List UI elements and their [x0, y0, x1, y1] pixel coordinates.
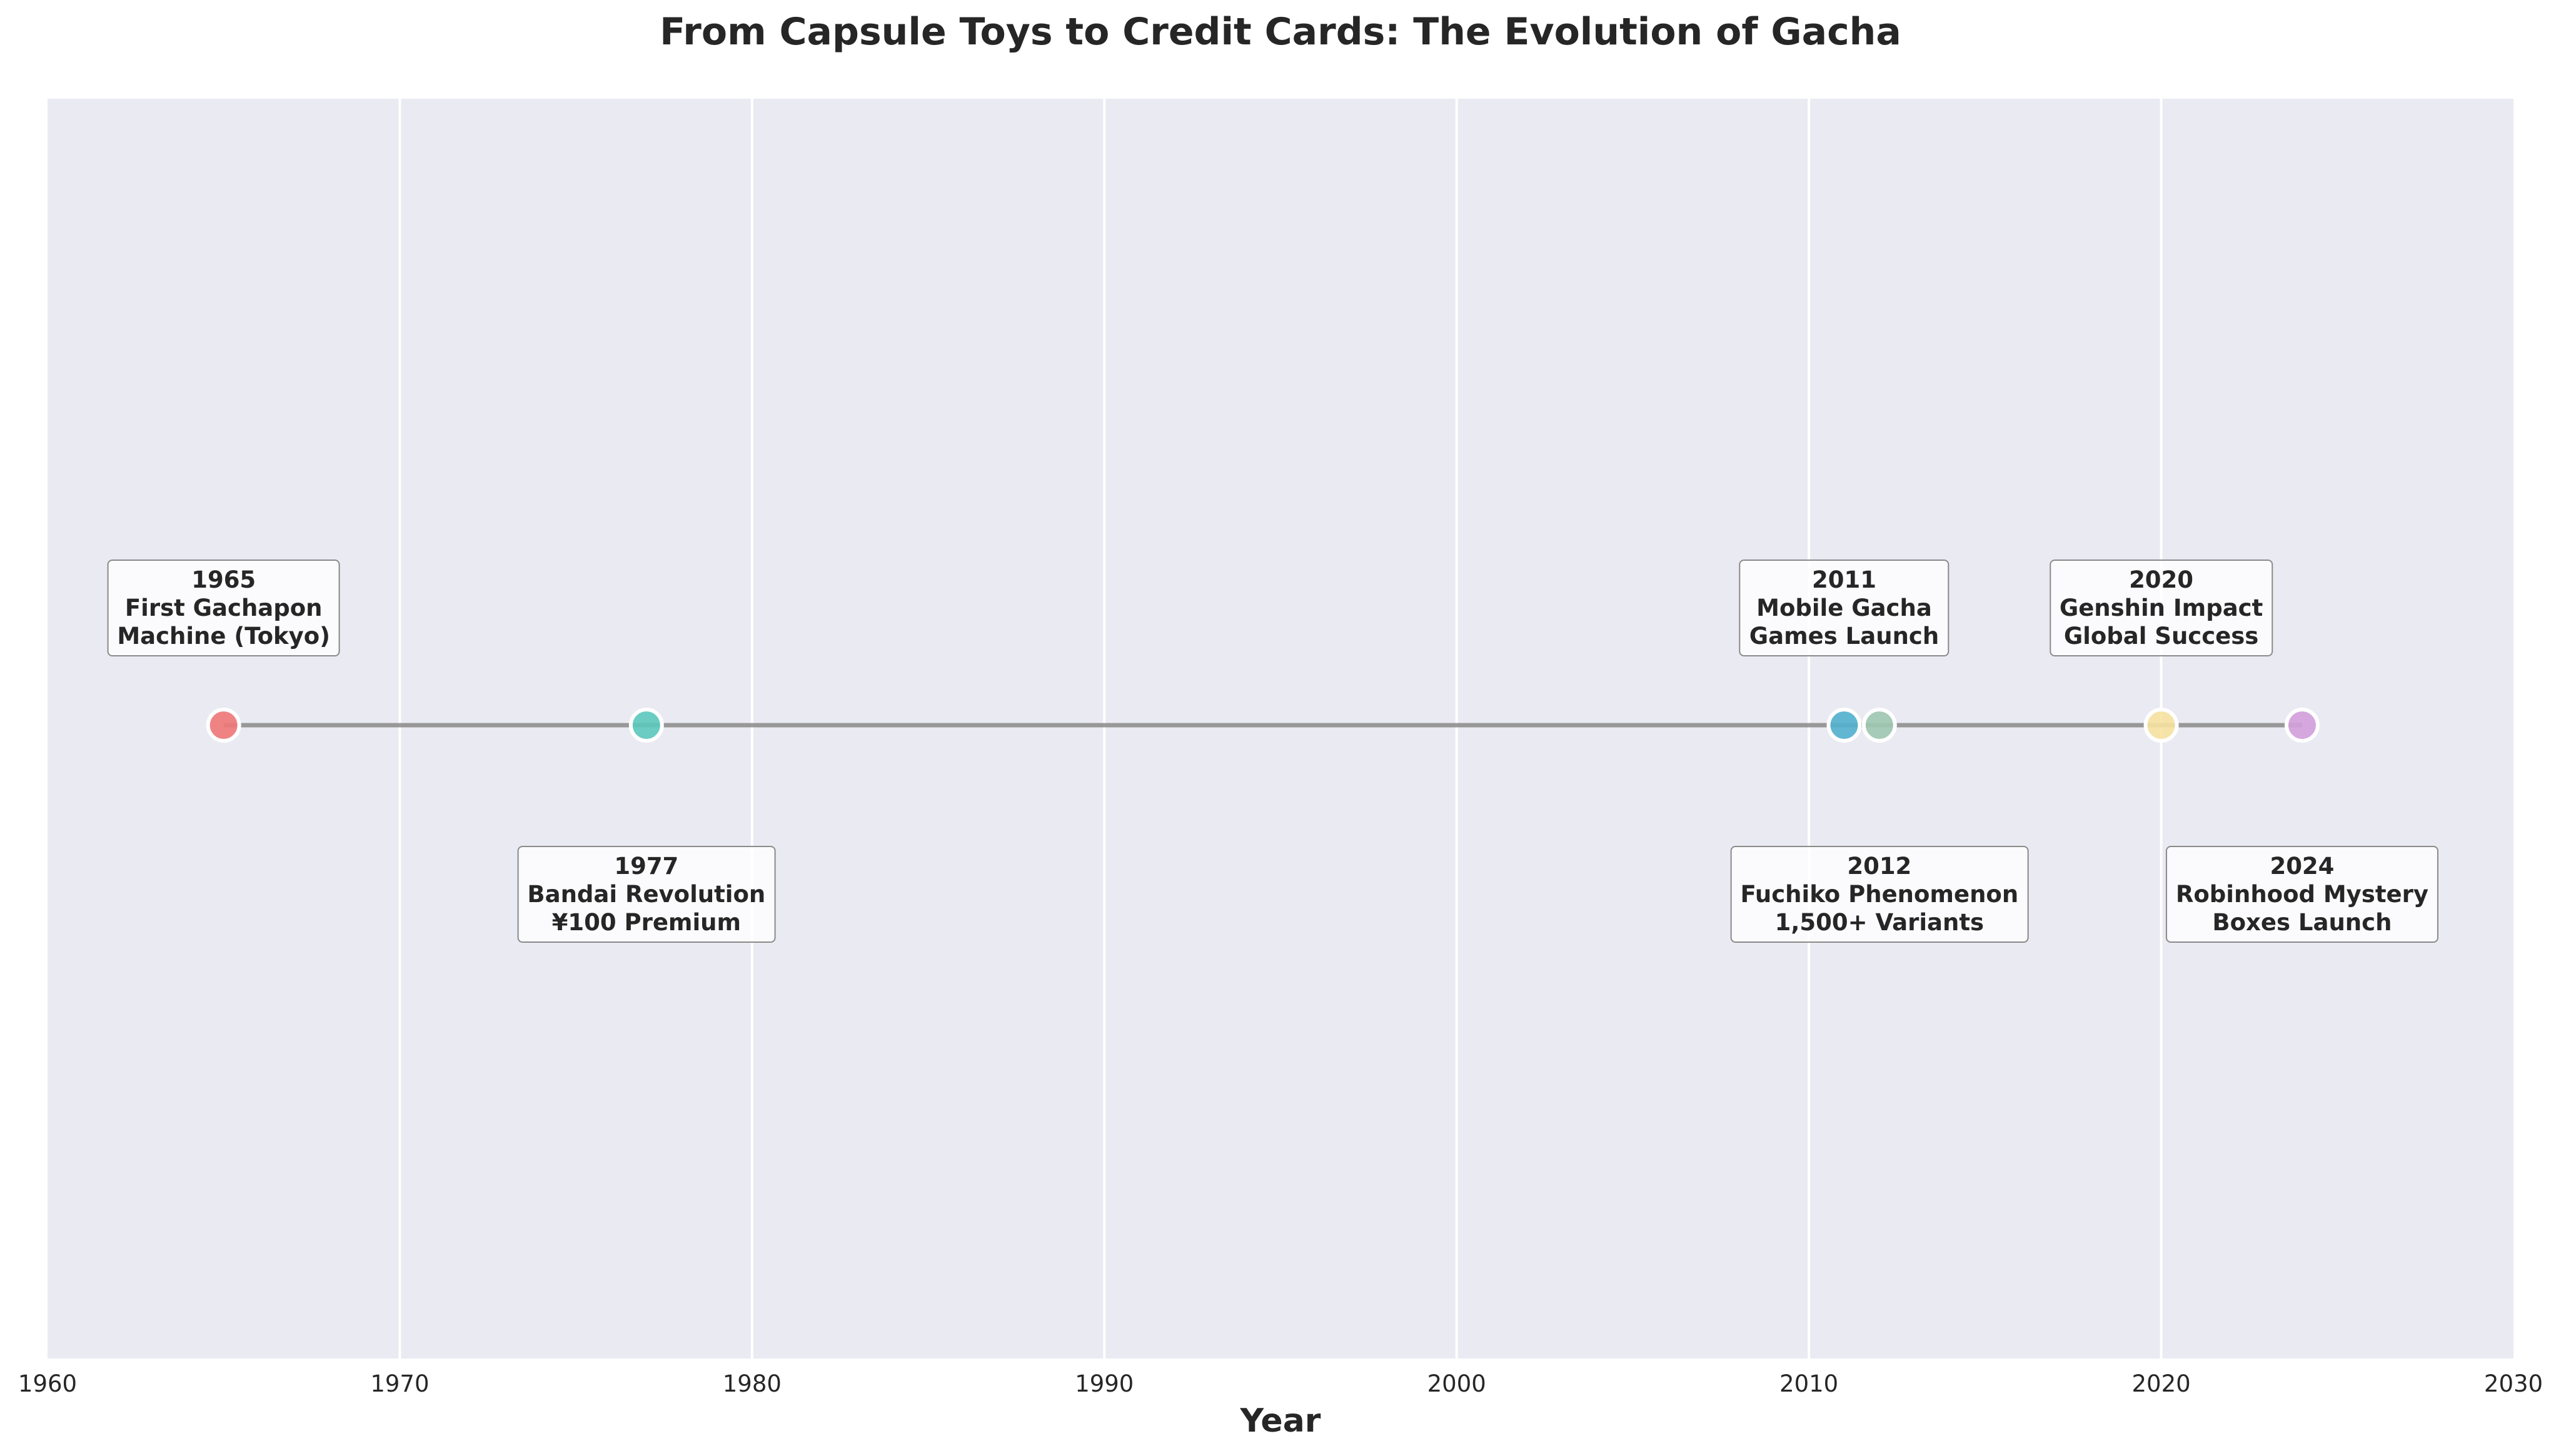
event-description-line: Bandai Revolution [527, 881, 766, 908]
x-axis-label: Year [1240, 1402, 1321, 1440]
event-annotation-1977: 1977 Bandai Revolution ¥100 Premium [517, 846, 776, 943]
event-annotation-2024: 2024 Robinhood Mystery Boxes Launch [2165, 846, 2438, 943]
x-tick-label: 1960 [18, 1370, 77, 1397]
event-annotation-2011: 2011 Mobile Gacha Games Launch [1739, 560, 1950, 656]
chart-title: From Capsule Toys to Credit Cards: The E… [660, 10, 1901, 54]
x-tick-label: 2020 [2131, 1370, 2190, 1397]
event-description-line: 1,500+ Variants [1774, 909, 1985, 936]
event-annotation-2020: 2020 Genshin Impact Global Success [2049, 560, 2273, 656]
x-tick-label: 1970 [370, 1370, 429, 1397]
event-description-line: Fuchiko Phenomenon [1740, 881, 2019, 908]
event-description-line: Boxes Launch [2212, 909, 2392, 936]
event-point-2024 [2284, 708, 2320, 743]
event-year: 2020 [2129, 566, 2194, 593]
event-description-line: Global Success [2063, 623, 2259, 650]
event-description-line: ¥100 Premium [551, 909, 742, 936]
event-point-1977 [628, 708, 664, 743]
event-description-line: Mobile Gacha [1756, 595, 1932, 621]
x-tick-label: 1980 [723, 1370, 782, 1397]
event-description-line: Machine (Tokyo) [117, 623, 331, 650]
event-description-line: Robinhood Mystery [2175, 881, 2428, 908]
event-year: 1965 [191, 566, 256, 593]
event-point-2011 [1826, 708, 1862, 743]
event-point-2012 [1861, 708, 1897, 743]
x-tick-label: 1990 [1075, 1370, 1134, 1397]
event-description-line: Games Launch [1749, 623, 1940, 650]
event-year: 2012 [1847, 853, 1912, 880]
x-tick-label: 2010 [1779, 1370, 1838, 1397]
event-description-line: Genshin Impact [2059, 595, 2263, 621]
event-description-line: First Gachapon [124, 595, 323, 621]
plot-background [48, 99, 2513, 1358]
event-point-2020 [2143, 708, 2179, 743]
event-year: 2011 [1811, 566, 1876, 593]
event-year: 1977 [614, 853, 679, 880]
event-annotation-1965: 1965 First Gachapon Machine (Tokyo) [107, 560, 341, 656]
x-tick-label: 2000 [1427, 1370, 1486, 1397]
event-point-1965 [206, 708, 241, 743]
event-year: 2024 [2270, 853, 2335, 880]
x-tick-label: 2030 [2484, 1370, 2543, 1397]
event-annotation-2012: 2012 Fuchiko Phenomenon 1,500+ Variants [1730, 846, 2029, 943]
